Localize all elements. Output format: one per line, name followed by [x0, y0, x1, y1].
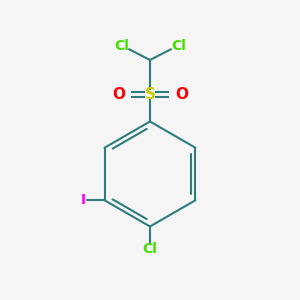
Text: I: I	[80, 193, 86, 207]
Text: Cl: Cl	[171, 39, 186, 52]
Text: S: S	[145, 87, 155, 102]
Text: Cl: Cl	[142, 242, 158, 256]
Text: O: O	[112, 87, 125, 102]
Text: Cl: Cl	[114, 39, 129, 52]
Text: O: O	[175, 87, 188, 102]
